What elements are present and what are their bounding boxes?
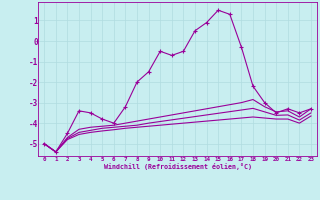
X-axis label: Windchill (Refroidissement éolien,°C): Windchill (Refroidissement éolien,°C) xyxy=(104,163,252,170)
